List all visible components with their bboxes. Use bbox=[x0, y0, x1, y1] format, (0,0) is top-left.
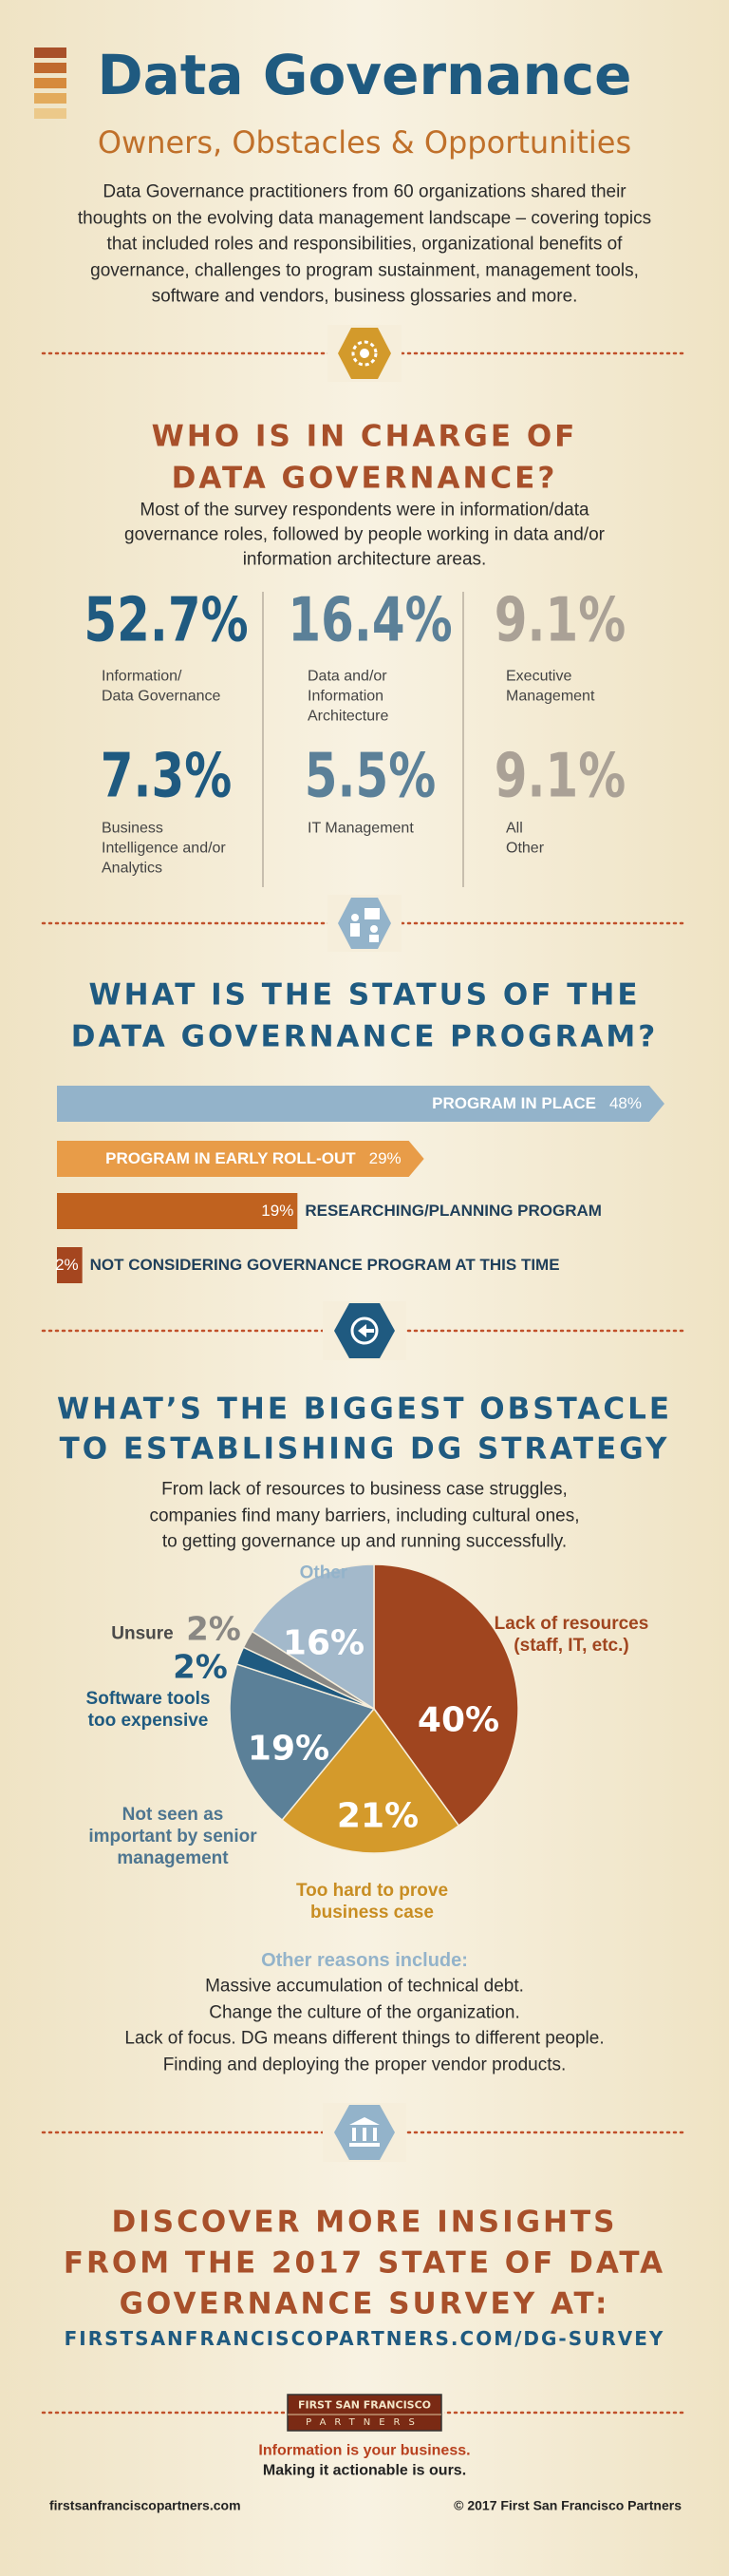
cta-heading: GOVERNANCE SURVEY AT: bbox=[119, 2286, 610, 2321]
stat-value: 9.1% bbox=[494, 585, 626, 656]
chart-subtitle: From lack of resources to business case … bbox=[161, 1479, 568, 1500]
logo-box bbox=[285, 2392, 444, 2434]
other-item: Finding and deploying the proper vendor … bbox=[162, 2055, 567, 2075]
chart-title: DATA GOVERNANCE PROGRAM? bbox=[70, 1019, 659, 1054]
stat-value: 9.1% bbox=[494, 741, 626, 812]
chart-subtitle: to getting governance up and running suc… bbox=[161, 1531, 568, 1552]
bar bbox=[57, 1086, 664, 1122]
pie-slice bbox=[281, 1707, 460, 1854]
cta-heading: FROM THE 2017 STATE OF DATA bbox=[63, 2245, 666, 2281]
tagline: Information is your business. bbox=[258, 2442, 471, 2459]
chart-title: WHAT’S THE BIGGEST OBSTACLE bbox=[56, 1392, 673, 1427]
column-dividers bbox=[262, 592, 464, 887]
stat-value: 7.3% bbox=[100, 741, 233, 812]
stat-label: Information/ bbox=[102, 668, 182, 685]
logo-text: FIRST SAN FRANCISCO bbox=[297, 2398, 432, 2412]
arrow-icon bbox=[323, 1301, 406, 1360]
footer-website: firstsanfranciscopartners.com bbox=[49, 2497, 241, 2513]
pie-value-label: 21% bbox=[336, 1796, 420, 1836]
bar-value-label: 29% bbox=[368, 1148, 402, 1167]
chart-title: WHAT IS THE STATUS OF THE bbox=[88, 977, 641, 1013]
other-item: Change the culture of the organization. bbox=[209, 2002, 520, 2023]
bar-category-label: PROGRAM IN PLACE bbox=[432, 1093, 596, 1112]
pie-slice bbox=[373, 1563, 519, 1828]
bar-category-label: NOT CONSIDERING GOVERNANCE PROGRAM AT TH… bbox=[89, 1255, 560, 1274]
section-text: information architecture areas. bbox=[242, 549, 487, 570]
pie-slice bbox=[251, 1563, 375, 1711]
stat-value: 5.5% bbox=[304, 741, 437, 812]
section-text: Most of the survey respondents were in i… bbox=[140, 500, 589, 521]
people-icon bbox=[327, 895, 402, 952]
pie-value-label: 2% bbox=[186, 1610, 241, 1649]
stat-value: 16.4% bbox=[288, 585, 453, 656]
stat-label: Executive bbox=[506, 668, 572, 685]
stat-label: Analytics bbox=[102, 860, 163, 877]
bar-value-label: 48% bbox=[608, 1093, 642, 1112]
chart-title: TO ESTABLISHING DG STRATEGY bbox=[59, 1431, 670, 1467]
subtitle: Owners, Obstacles & Opportunities bbox=[97, 123, 632, 161]
intro-line: software and vendors, business glossarie… bbox=[151, 286, 578, 307]
tagline: Making it actionable is ours. bbox=[262, 2462, 467, 2479]
other-heading: Other reasons include: bbox=[261, 1950, 468, 1971]
stat-value: 52.7% bbox=[84, 585, 249, 656]
section-heading: WHO IS IN CHARGE OF bbox=[151, 419, 578, 454]
pie-category-label: Unsure bbox=[111, 1623, 174, 1644]
pie-category-label: Not seen as important by senior manageme… bbox=[88, 1804, 257, 1868]
section-text: governance roles, followed by people wor… bbox=[124, 524, 605, 545]
stat-label: Management bbox=[506, 688, 595, 705]
bar-category-label: PROGRAM IN EARLY ROLL-OUT bbox=[105, 1148, 356, 1167]
gear-icon bbox=[327, 325, 402, 382]
pie-value-label: 2% bbox=[173, 1648, 228, 1687]
intro-line: thoughts on the evolving data management… bbox=[77, 208, 652, 229]
cta-heading: DISCOVER MORE INSIGHTS bbox=[111, 2205, 618, 2240]
bar bbox=[57, 1247, 83, 1283]
cta-url: FIRSTSANFRANCISCOPARTNERS.COM/DG-SURVEY bbox=[64, 2327, 665, 2350]
header-stripes bbox=[34, 47, 66, 119]
chart-subtitle: companies find many barriers, including … bbox=[149, 1506, 580, 1526]
stat-label: Data and/or bbox=[308, 668, 387, 685]
intro-line: Data Governance practitioners from 60 or… bbox=[103, 181, 626, 202]
bank-icon bbox=[323, 2103, 406, 2162]
footer-copyright: © 2017 First San Francisco Partners bbox=[454, 2497, 682, 2513]
other-item: Massive accumulation of technical debt. bbox=[205, 1976, 524, 1997]
pie-value-label: 19% bbox=[247, 1729, 330, 1769]
pie-category-label: Too hard to prove business case bbox=[295, 1881, 449, 1923]
intro-line: governance, challenges to program sustai… bbox=[90, 260, 639, 281]
section-heading: DATA GOVERNANCE? bbox=[171, 461, 558, 496]
stat-label: Intelligence and/or bbox=[102, 840, 226, 857]
other-item: Lack of focus. DG means different things… bbox=[124, 2028, 605, 2049]
pie-category-label: Lack of resources (staff, IT, etc.) bbox=[494, 1614, 649, 1656]
bar-value-label: 19% bbox=[261, 1201, 294, 1220]
bar bbox=[57, 1141, 424, 1177]
title: Data Governance bbox=[97, 43, 632, 108]
stat-label: Architecture bbox=[308, 708, 389, 725]
pie-category-label: Other bbox=[299, 1563, 348, 1583]
pie-value-label: 40% bbox=[417, 1700, 500, 1740]
stat-label: Business bbox=[102, 820, 163, 837]
stat-label: Data Governance bbox=[102, 688, 221, 705]
bar-category-label: RESEARCHING/PLANNING PROGRAM bbox=[305, 1201, 602, 1220]
stat-label: Information bbox=[308, 688, 384, 705]
bar-value-label: 2% bbox=[55, 1255, 79, 1274]
pie-slice bbox=[229, 1663, 376, 1822]
stat-label: Other bbox=[506, 840, 545, 857]
logo-text: PARTNERS bbox=[306, 2417, 423, 2428]
pie-category-label: Software tools too expensive bbox=[85, 1689, 211, 1731]
pie-value-label: 16% bbox=[282, 1623, 365, 1663]
stat-label: IT Management bbox=[308, 820, 414, 837]
bar bbox=[57, 1193, 298, 1229]
stat-label: All bbox=[506, 820, 523, 837]
intro-line: that included roles and responsibilities… bbox=[106, 234, 623, 255]
